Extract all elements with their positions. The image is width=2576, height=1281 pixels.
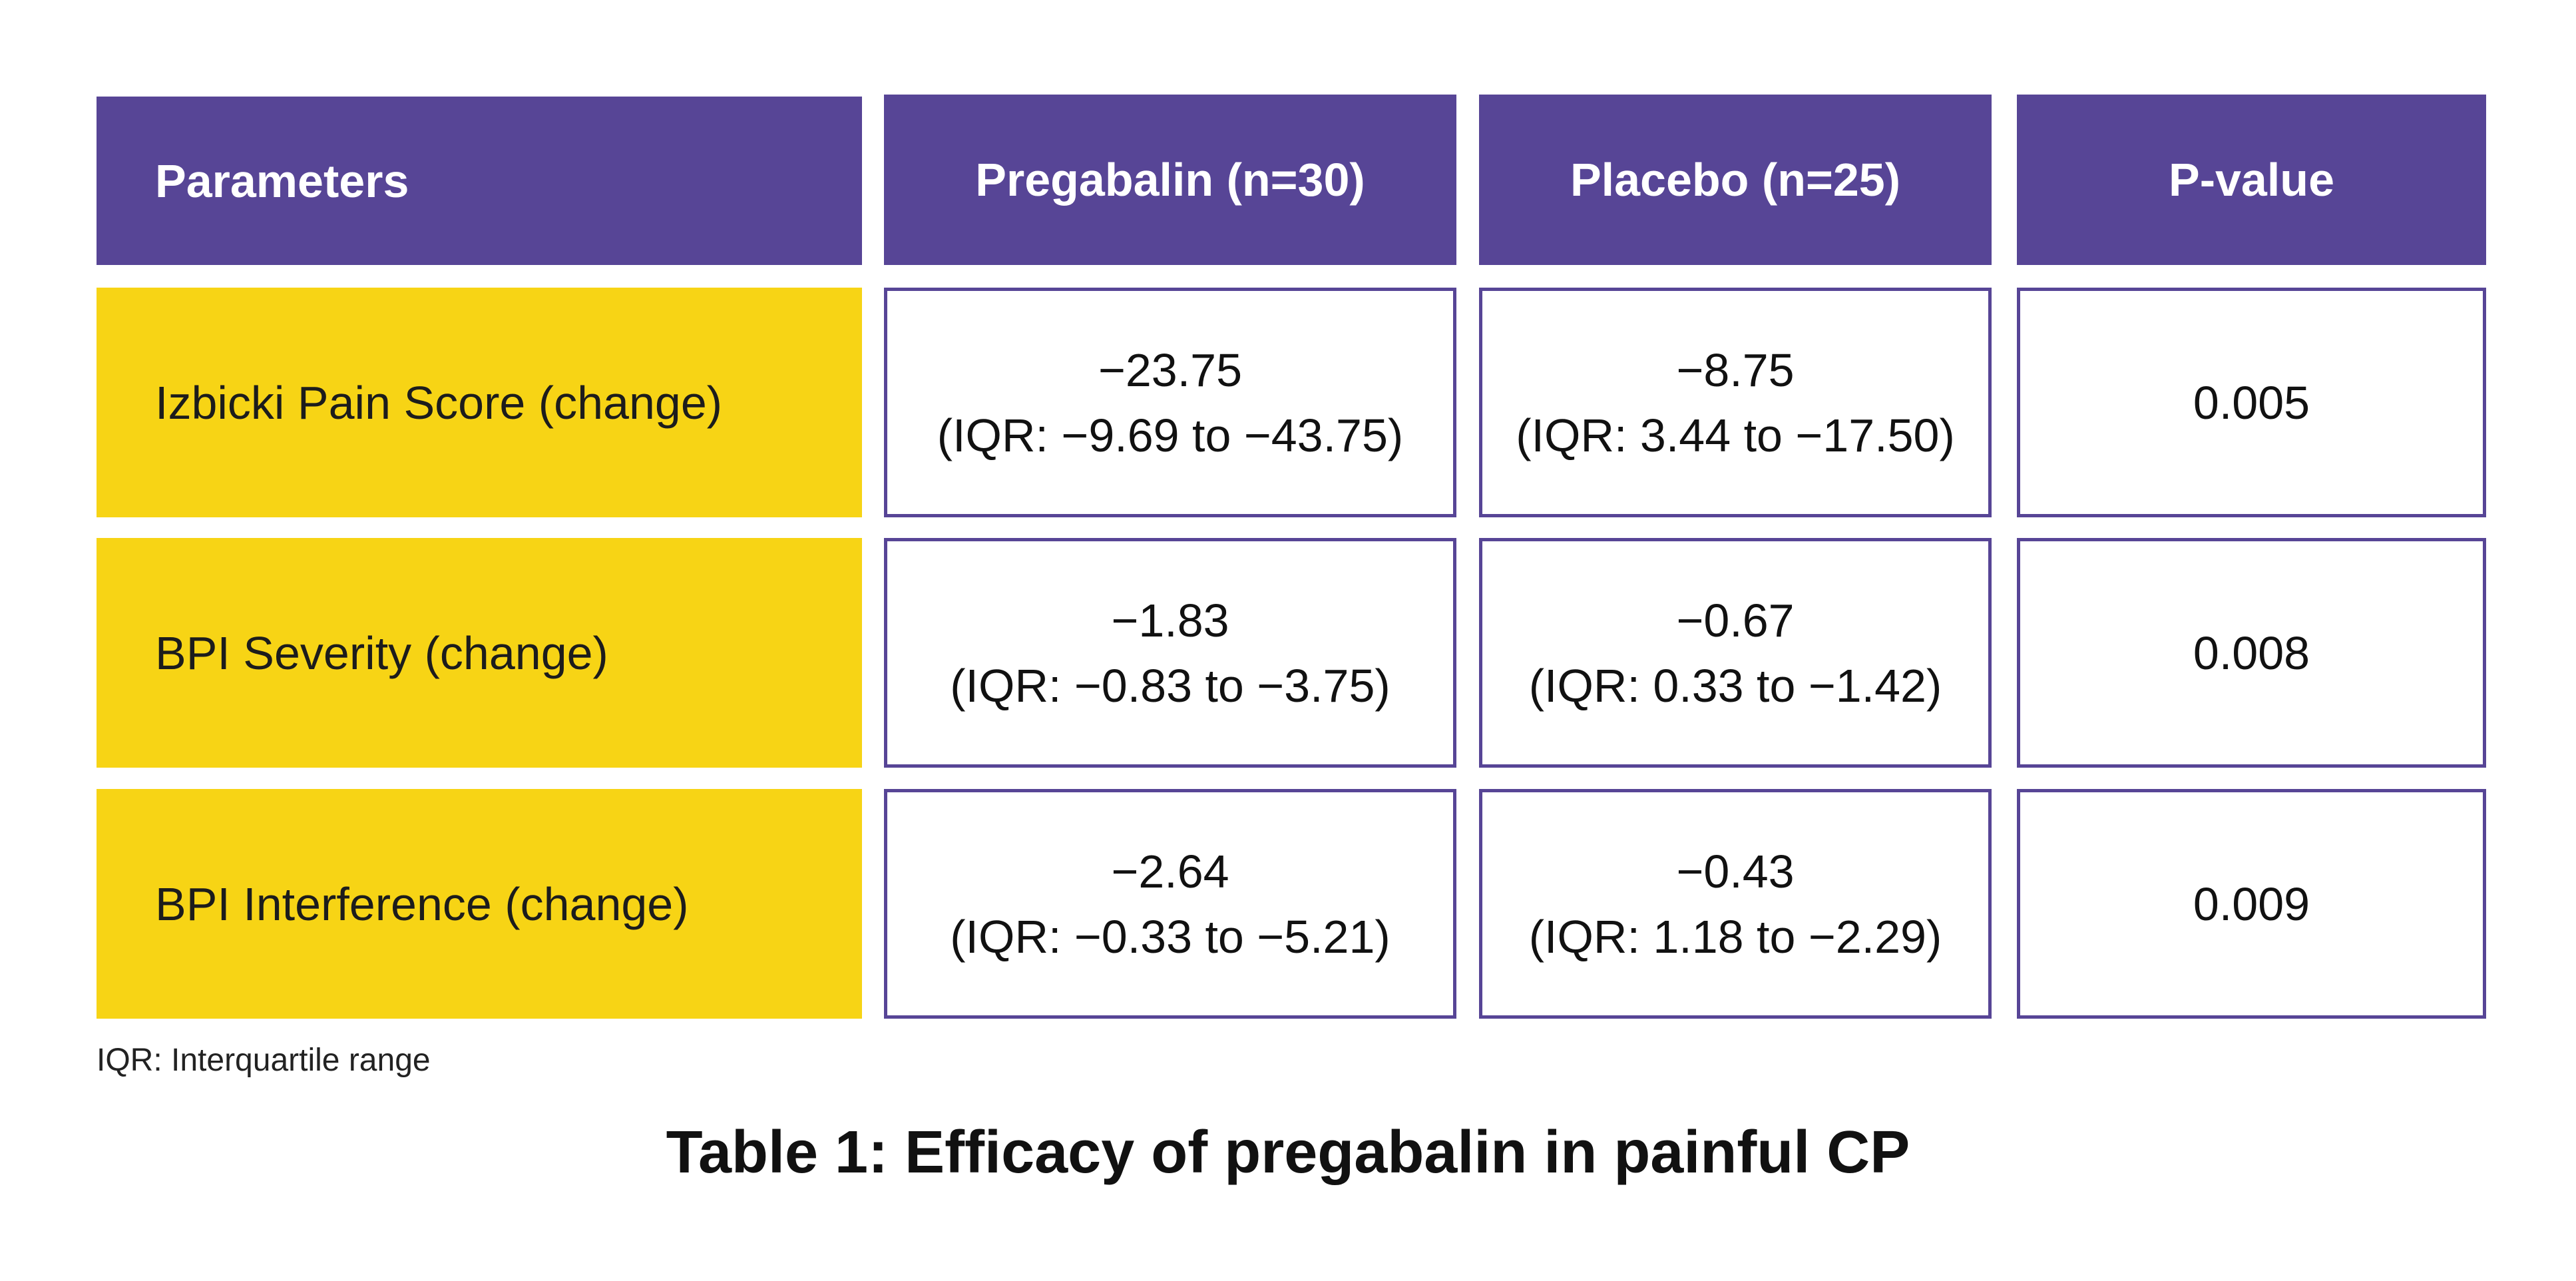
- table-caption: Table 1: Efficacy of pregabalin in painf…: [666, 1119, 1910, 1186]
- row-3-pregabalin-iqr: (IQR: −0.33 to −5.21): [950, 910, 1391, 963]
- row-2-pregabalin: −1.83 (IQR: −0.83 to −3.75): [884, 538, 1456, 768]
- row-1-parameter: Izbicki Pain Score (change): [97, 288, 862, 517]
- footnote: IQR: Interquartile range: [97, 1043, 431, 1078]
- row-2-placebo-iqr: (IQR: 0.33 to −1.42): [1528, 659, 1942, 712]
- row-3-placebo-iqr: (IQR: 1.18 to −2.29): [1528, 910, 1942, 963]
- row-3-p-value: 0.009: [2017, 789, 2486, 1019]
- row-1-p-value: 0.005: [2017, 288, 2486, 517]
- header-pregabalin: Pregabalin (n=30): [884, 95, 1456, 265]
- row-3-pregabalin-value: −2.64: [1111, 845, 1229, 897]
- row-2-p-value: 0.008: [2017, 538, 2486, 768]
- row-1-pregabalin: −23.75 (IQR: −9.69 to −43.75): [884, 288, 1456, 517]
- row-3-pregabalin: −2.64 (IQR: −0.33 to −5.21): [884, 789, 1456, 1019]
- row-1-pregabalin-iqr: (IQR: −9.69 to −43.75): [937, 409, 1404, 461]
- header-parameters: Parameters: [97, 97, 862, 265]
- row-2-pregabalin-iqr: (IQR: −0.83 to −3.75): [950, 659, 1391, 712]
- row-3-placebo-value: −0.43: [1676, 845, 1795, 897]
- row-2-parameter: BPI Severity (change): [97, 538, 862, 768]
- row-2-p-value-text: 0.008: [2193, 627, 2310, 679]
- header-placebo: Placebo (n=25): [1479, 95, 1992, 265]
- row-2-pregabalin-value: −1.83: [1111, 594, 1229, 646]
- row-1-p-value-text: 0.005: [2193, 376, 2310, 429]
- row-1-pregabalin-value: −23.75: [1098, 344, 1243, 396]
- header-p-value: P-value: [2017, 95, 2486, 265]
- row-1-placebo-iqr: (IQR: 3.44 to −17.50): [1516, 409, 1955, 461]
- row-1-placebo-value: −8.75: [1676, 344, 1795, 396]
- row-3-placebo: −0.43 (IQR: 1.18 to −2.29): [1479, 789, 1992, 1019]
- row-3-p-value-text: 0.009: [2193, 878, 2310, 930]
- row-3-parameter: BPI Interference (change): [97, 789, 862, 1019]
- row-2-placebo: −0.67 (IQR: 0.33 to −1.42): [1479, 538, 1992, 768]
- row-2-placebo-value: −0.67: [1676, 594, 1795, 646]
- row-1-placebo: −8.75 (IQR: 3.44 to −17.50): [1479, 288, 1992, 517]
